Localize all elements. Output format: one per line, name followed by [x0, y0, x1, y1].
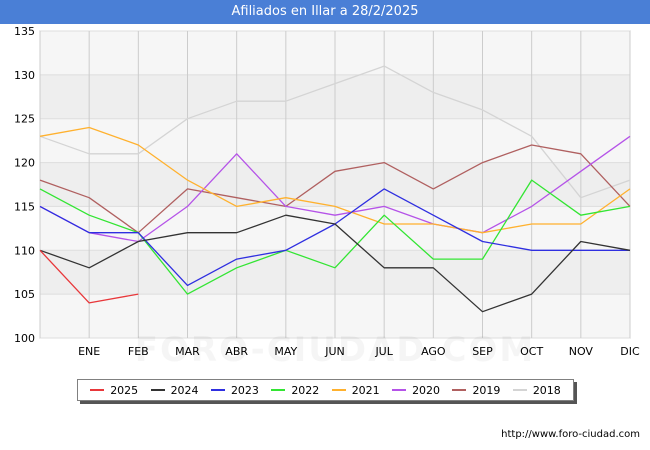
legend-swatch	[512, 389, 527, 391]
legend-item-2020: 2020	[392, 384, 440, 397]
legend-item-2025: 2025	[90, 384, 138, 397]
x-tick-label: MAR	[175, 345, 200, 358]
legend-item-2022: 2022	[271, 384, 319, 397]
x-tick-label: AGO	[421, 345, 446, 358]
x-tick-label: SEP	[472, 345, 493, 358]
legend-label: 2020	[412, 383, 441, 397]
watermark: FORO-CIUDAD.COM	[40, 330, 630, 370]
legend-label: 2018	[532, 383, 561, 397]
legend-item-2024: 2024	[150, 383, 199, 397]
chart-legend: 2025 2024 2023 2022 2021 2020 2019 2018	[77, 379, 574, 401]
legend-item-2019: 2019	[452, 384, 500, 397]
series-line-2024	[39, 214, 631, 313]
y-tick-label: 110	[14, 244, 35, 257]
legend-label: 2024	[170, 383, 199, 397]
y-tick-label: 130	[14, 69, 35, 82]
legend-swatch	[90, 389, 105, 391]
legend-item-2018: 2018	[512, 383, 561, 397]
line-chart: 100 105 110 115 120 125 130 135 ENE FEB MAR ABR MAY J…	[14, 25, 640, 358]
series-line-2021	[39, 126, 631, 234]
x-tick-label: JUL	[374, 345, 393, 358]
x-tick-label: ENE	[78, 345, 100, 358]
chart-title: Afiliados en Illar a 28/2/2025	[0, 0, 650, 24]
legend-label: 2025	[110, 383, 139, 397]
legend-item-2023: 2023	[210, 383, 259, 397]
legend-label: 2019	[472, 383, 501, 397]
x-tick-label: JUN	[324, 345, 345, 358]
x-tick-label: ABR	[225, 345, 248, 358]
legend-swatch	[271, 389, 286, 391]
legend-swatch	[150, 389, 165, 391]
legend-item-2021: 2021	[331, 383, 380, 397]
legend-swatch	[210, 389, 225, 391]
legend-swatch	[331, 389, 346, 391]
legend-label: 2021	[351, 383, 380, 397]
x-tick-label: FEB	[128, 345, 149, 358]
x-tick-label: MAY	[274, 345, 297, 358]
series-line-2018	[39, 65, 631, 199]
y-tick-label: 105	[14, 288, 35, 301]
legend-label: 2023	[230, 383, 259, 397]
legend-label: 2022	[291, 383, 320, 397]
y-tick-label: 135	[14, 25, 35, 38]
series-line-2025	[39, 249, 139, 304]
x-tick-label: OCT	[520, 345, 543, 358]
x-tick-label: DIC	[620, 345, 640, 358]
y-tick-label: 100	[14, 332, 35, 345]
y-tick-label: 115	[14, 200, 35, 213]
footer-url[interactable]: http://www.foro-ciudad.com	[501, 429, 640, 440]
legend-swatch	[452, 389, 467, 391]
y-tick-label: 125	[14, 113, 35, 126]
x-tick-label: NOV	[569, 345, 594, 358]
legend-swatch	[392, 389, 407, 391]
y-tick-label: 120	[14, 157, 35, 170]
